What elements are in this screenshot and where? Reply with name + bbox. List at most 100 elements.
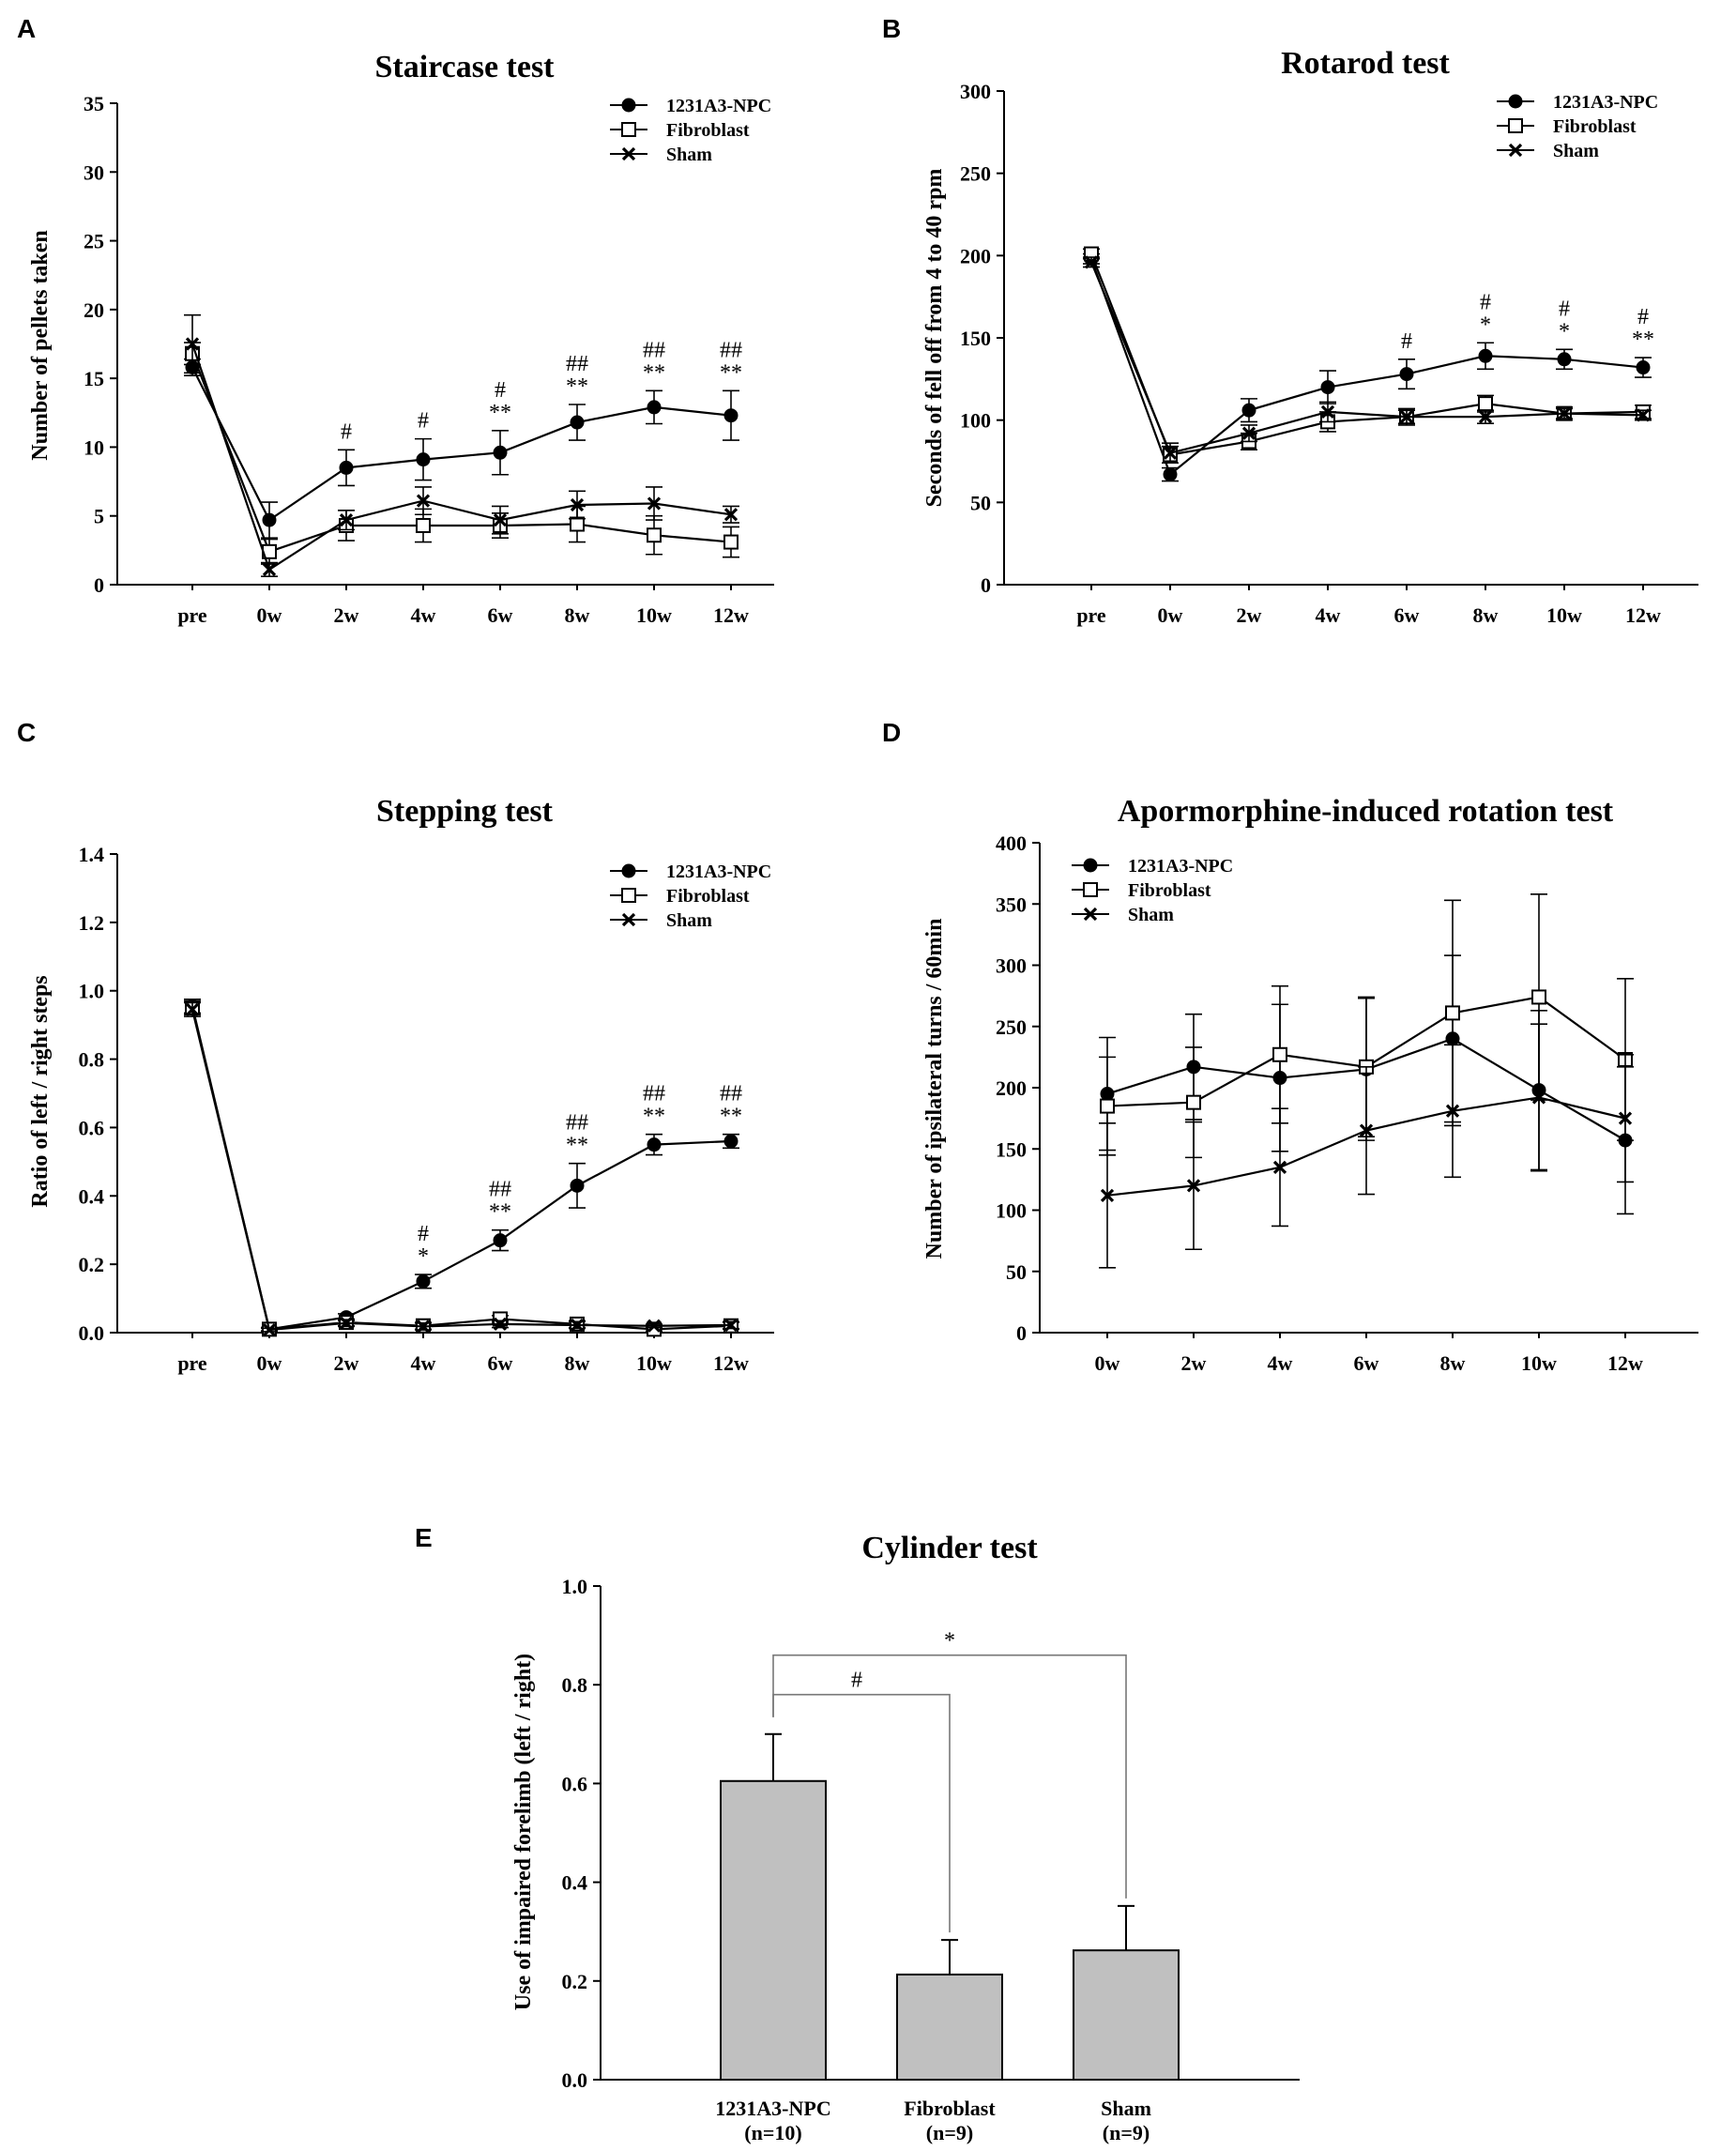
legend-marker [621, 122, 636, 137]
legend-marker [1083, 882, 1098, 897]
series-line [190, 1009, 732, 1332]
legend-entry: 1231A3-NPC [610, 96, 771, 116]
chart-title: Staircase test [374, 50, 555, 84]
data-point [647, 527, 662, 543]
significance-label: ** [489, 401, 511, 425]
y-tick-label: 0.0 [79, 1321, 105, 1345]
data-point [185, 1002, 200, 1016]
y-axis-label: Number of ipsilateral turns / 60min [922, 919, 947, 1259]
series-1231a3-npc [184, 999, 739, 1336]
data-point [1478, 410, 1493, 424]
significance-label: # [418, 409, 429, 434]
panel-letter: D [882, 718, 901, 747]
series-line [1089, 253, 1644, 456]
data-point [1084, 255, 1099, 269]
y-tick-label: 1.4 [79, 843, 105, 866]
significance-label: # [418, 1222, 429, 1246]
data-point [647, 1319, 662, 1333]
series-fibroblast [184, 999, 739, 1337]
x-tick-label: 10w [1521, 1351, 1557, 1375]
y-axis-label: Use of impaired forelimb (left / right) [511, 1654, 536, 2010]
x-tick-label: 10w [1546, 603, 1582, 627]
x-tick-label: pre [1076, 603, 1106, 627]
data-point [647, 1137, 662, 1152]
legend-label: Sham [666, 145, 712, 165]
x-tick-sublabel: (n=9) [926, 2121, 973, 2144]
x-tick-label: 6w [488, 1351, 513, 1375]
y-tick-label: 0.6 [79, 1116, 105, 1139]
legend-label: Sham [1128, 905, 1174, 925]
series-line [190, 343, 732, 572]
data-point [1445, 1005, 1460, 1021]
x-tick-label: 10w [636, 603, 672, 627]
series-sham [184, 313, 739, 578]
y-tick-label: 35 [84, 92, 104, 115]
x-tick-label: 12w [1625, 603, 1661, 627]
x-tick-label: 6w [1394, 603, 1420, 627]
data-point [723, 408, 739, 423]
data-point [262, 512, 277, 527]
y-tick-label: 300 [996, 954, 1027, 978]
legend-label: Fibroblast [1128, 880, 1211, 901]
data-point [723, 508, 739, 522]
chart-title: Apormorphine-induced rotation test [1118, 794, 1614, 829]
y-tick-label: 50 [1006, 1260, 1027, 1284]
series-sham [1099, 1023, 1634, 1269]
data-point [1163, 446, 1178, 460]
significance-label: # [1480, 290, 1491, 314]
legend-entry: Fibroblast [610, 886, 750, 907]
x-tick-label: 2w [1237, 603, 1262, 627]
chart-panel-A: A Staircase test 0 5 10 15 20 25 30 35 Number of p… [17, 14, 774, 627]
significance-label: # [1401, 329, 1412, 354]
legend-marker [621, 912, 636, 927]
data-point [570, 415, 585, 430]
data-point [570, 497, 585, 512]
significance-label: ## [566, 352, 588, 376]
series-line [190, 353, 732, 554]
data-point [493, 1317, 508, 1332]
data-point [1163, 467, 1178, 482]
data-point [416, 1274, 431, 1289]
x-tick-label: 0w [257, 603, 282, 627]
significance-label: # [1559, 297, 1570, 321]
data-point [339, 1316, 354, 1330]
x-tick-label: 4w [411, 603, 436, 627]
panel-letter: A [17, 14, 36, 43]
significance-label: * [944, 1629, 955, 1654]
legend-marker [1083, 907, 1098, 922]
legend-label: Sham [666, 910, 712, 931]
y-tick-label: 200 [960, 244, 991, 267]
data-point [723, 1318, 739, 1333]
y-tick-label: 0.2 [562, 1970, 588, 1993]
data-point [1636, 360, 1651, 375]
data-point [1186, 1179, 1201, 1193]
data-point [1557, 406, 1572, 420]
data-point [339, 460, 354, 475]
data-point [339, 512, 354, 527]
x-tick-label: 1231A3-NPC [715, 2097, 830, 2120]
data-point [1320, 404, 1335, 420]
x-tick-label: 10w [636, 1351, 672, 1375]
significance-label: ## [566, 1111, 588, 1136]
legend-label: 1231A3-NPC [1553, 92, 1658, 113]
data-point [185, 337, 200, 351]
legend-label: 1231A3-NPC [666, 96, 771, 116]
y-tick-label: 0.8 [79, 1048, 105, 1072]
legend-label: Fibroblast [666, 886, 750, 907]
x-tick-label: 4w [411, 1351, 436, 1375]
data-point [1186, 1094, 1201, 1110]
y-tick-label: 150 [996, 1137, 1027, 1161]
significance-label: ** [566, 1134, 588, 1158]
legend-entry: Fibroblast [1497, 116, 1637, 137]
y-tick-label: 0.0 [562, 2068, 588, 2092]
data-point [1320, 380, 1335, 395]
x-tick-label: 4w [1316, 603, 1341, 627]
y-tick-label: 1.2 [79, 911, 105, 935]
data-point [1100, 1098, 1115, 1114]
legend-marker [1508, 94, 1523, 109]
legend-entry: 1231A3-NPC [1072, 856, 1233, 877]
series-line [190, 1007, 732, 1331]
significance-label: ## [720, 1082, 742, 1106]
legend-entry: Sham [610, 145, 712, 165]
